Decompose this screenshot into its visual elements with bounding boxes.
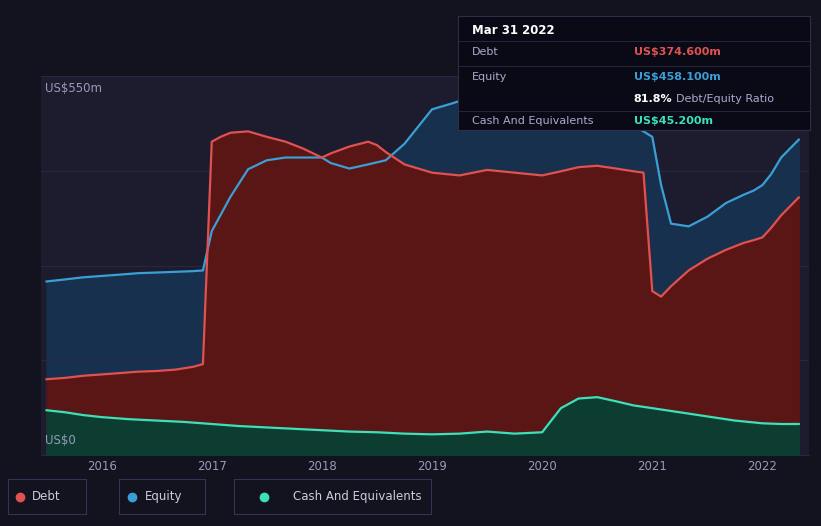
Text: US$550m: US$550m [45,82,102,95]
Text: Mar 31 2022: Mar 31 2022 [472,24,555,37]
Text: US$374.600m: US$374.600m [634,47,721,57]
Text: Cash And Equivalents: Cash And Equivalents [293,490,422,503]
Text: US$45.200m: US$45.200m [634,116,713,126]
Text: 81.8%: 81.8% [634,94,672,104]
Text: Cash And Equivalents: Cash And Equivalents [472,116,594,126]
Text: Debt: Debt [472,47,499,57]
Text: Debt: Debt [31,490,60,503]
Text: US$458.100m: US$458.100m [634,72,721,82]
Text: Equity: Equity [472,72,507,82]
Text: Equity: Equity [144,490,182,503]
Text: Debt/Equity Ratio: Debt/Equity Ratio [676,94,774,104]
Text: US$0: US$0 [45,434,76,448]
